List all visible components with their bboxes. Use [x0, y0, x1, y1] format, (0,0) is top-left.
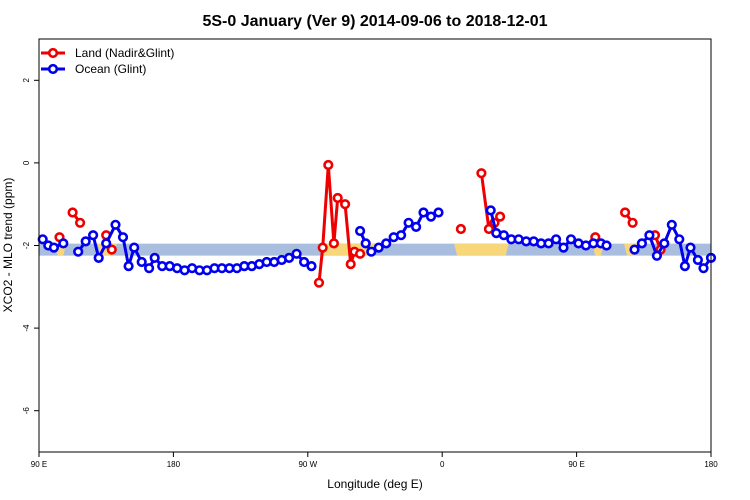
series-1-point-2-2	[366, 246, 377, 257]
x-tick-label-0: 90 E	[31, 460, 47, 469]
series-1-point-1-4	[101, 238, 112, 249]
band-land-3	[454, 243, 509, 256]
series-1-point-4-2	[644, 230, 655, 241]
series-1-point-3-10	[558, 242, 569, 253]
legend-label-0: Land (Nadir&Glint)	[75, 46, 174, 60]
series-0-point-3-8	[355, 248, 366, 259]
series-1-point-1-3	[93, 252, 104, 263]
chart-title: 5S-0 January (Ver 9) 2014-09-06 to 2018-…	[202, 13, 547, 30]
x-axis-label: Longitude (deg E)	[327, 477, 422, 491]
series-0-point-7-1	[627, 217, 638, 228]
series-1-point-3-2	[498, 230, 509, 241]
series-0-point-3-0	[313, 277, 325, 288]
series-0-point-3-2	[323, 159, 334, 171]
series-1-point-1-10	[144, 263, 155, 274]
series-1-point-2-0	[355, 225, 366, 237]
y-tick-label-2: -2	[22, 241, 31, 249]
series-1-point-1-0	[73, 246, 84, 257]
series-1-point-1-11	[149, 252, 160, 263]
series-0-point-3-1	[317, 242, 328, 253]
series-0-point-7-0	[619, 207, 631, 218]
y-tick-label-1: 0	[22, 160, 31, 165]
x-tick-label-4: 90 E	[568, 460, 584, 469]
series-1-point-2-9	[418, 207, 429, 218]
x-tick-label-1: 180	[167, 460, 181, 469]
series-1-point-1-1	[80, 236, 91, 247]
series-0-point-1-0	[67, 207, 78, 218]
series-1-point-4-1	[636, 238, 648, 249]
series-1-point-4-5	[666, 219, 677, 230]
series-0-point-3-6	[345, 259, 356, 270]
series-1-point-3-11	[565, 234, 577, 245]
series-1-point-1-6	[117, 232, 129, 243]
series-1-point-1-8	[129, 242, 140, 253]
series-1-point-1-29	[284, 252, 295, 263]
series-1-point-3-8	[543, 238, 554, 249]
series-1-point-1-30	[291, 248, 302, 259]
series-0-point-3-5	[340, 199, 351, 210]
series-1-point-0-3	[58, 238, 69, 249]
legend-marker-0	[47, 47, 59, 59]
series-0-point-1-1	[74, 217, 86, 228]
series-1-point-4-9	[692, 254, 704, 266]
y-tick-label-0: 2	[22, 78, 31, 83]
y-tick-label-4: -6	[22, 407, 31, 415]
series-1-point-3-0	[485, 205, 496, 216]
series-1-point-2-4	[381, 238, 392, 249]
series-1-point-3-9	[550, 234, 562, 245]
series-1-point-1-31	[299, 256, 310, 268]
series-1	[37, 205, 717, 276]
series-1-point-4-8	[685, 242, 696, 253]
y-axis-label: XCO2 - MLO trend (ppm)	[1, 178, 15, 313]
series-1-point-4-3	[651, 250, 663, 261]
legend-label-1: Ocean (Glint)	[75, 62, 146, 76]
series-1-point-1-7	[123, 261, 134, 272]
x-tick-label-2: 90 W	[298, 460, 317, 469]
series-0	[54, 159, 666, 288]
series-1-point-4-7	[679, 261, 691, 272]
series-1-point-2-1	[360, 238, 371, 249]
series-1-point-1-5	[110, 219, 121, 230]
series-1-point-3-16	[601, 240, 612, 251]
series-0-point-5-0	[476, 168, 487, 179]
x-axis: 90 E 180 90 W 0 90 E 180	[31, 452, 718, 469]
series-1-point-2-10	[425, 211, 437, 222]
series-1-point-2-7	[403, 217, 414, 228]
series-1-point-0-2	[48, 242, 60, 253]
series-0-point-5-3	[495, 211, 506, 222]
series-1-point-2-11	[433, 207, 444, 218]
series-0-point-3-4	[332, 192, 343, 204]
series-0-point-5-1	[483, 223, 495, 235]
y-tick-label-3: -4	[22, 324, 31, 332]
x-tick-label-3: 0	[440, 460, 445, 469]
series-1-point-4-0	[629, 244, 640, 255]
y-axis: 2 0 -2 -4 -6	[22, 78, 39, 415]
series-1-point-4-6	[674, 234, 685, 245]
series-1-point-2-8	[411, 221, 422, 232]
series-1-point-4-10	[698, 263, 709, 274]
series-1-point-1-2	[87, 230, 99, 241]
series-1-point-2-3	[373, 242, 384, 253]
series-1-point-1-32	[306, 261, 317, 272]
legend: Land (Nadir&Glint) Ocean (Glint)	[41, 46, 174, 76]
series-0-point-3-3	[328, 238, 340, 249]
series-layer	[37, 159, 717, 288]
series-0-point-2-1	[106, 244, 117, 255]
series-0-point-4-0	[455, 223, 467, 235]
series-1-point-2-6	[396, 230, 407, 241]
series-1-point-4-4	[659, 238, 670, 249]
series-1-point-1-9	[136, 256, 147, 268]
x-tick-label-5: 180	[704, 460, 718, 469]
legend-marker-1	[47, 63, 59, 75]
